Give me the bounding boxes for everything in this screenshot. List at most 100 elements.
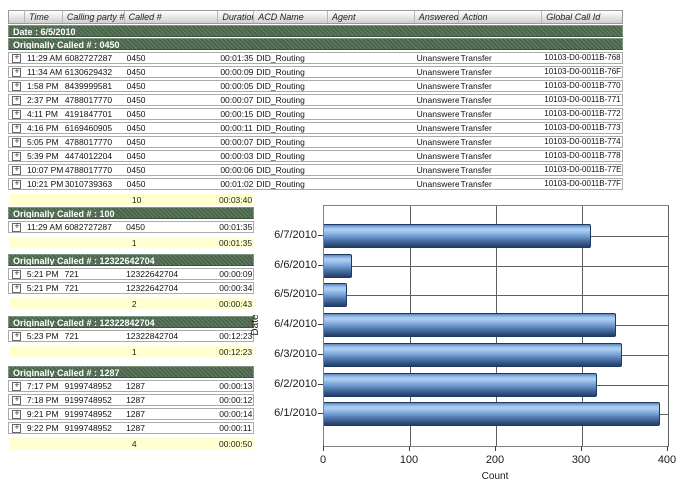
expand-row-button[interactable]: + xyxy=(12,95,22,105)
cell-answered: Unanswered xyxy=(416,67,459,77)
expand-row-button[interactable]: + xyxy=(12,409,22,419)
cell-answered: Unanswered xyxy=(416,179,459,189)
expand-row-button[interactable]: + xyxy=(12,283,22,293)
table-row: +9:22 PM 9199748952 1287 00:00:11 xyxy=(8,422,254,434)
y-tick-mark xyxy=(318,384,323,385)
summary-count: 2 xyxy=(131,298,137,309)
expand-cell: + xyxy=(9,109,25,119)
cell-calling-party-: 4788017770 xyxy=(64,95,113,105)
cell-answered: Unanswered xyxy=(416,109,459,119)
cell-calling-party-: 9199748952 xyxy=(64,381,112,391)
table-row: +5:39 PM 4474012204 0450 00:00:03 DID_Routin… xyxy=(8,150,623,162)
expand-row-button[interactable]: + xyxy=(12,67,22,77)
bar-6-1-2010 xyxy=(324,402,660,426)
group-banner: Originally Called # : 12322642704 xyxy=(8,254,254,266)
column-header-acd-name: ACD Name xyxy=(254,11,328,23)
expand-row-button[interactable]: + xyxy=(12,269,22,279)
table-row: +4:16 PM 6169460905 0450 00:00:11 DID_Routin… xyxy=(8,122,623,134)
cell-acd-name: DID_Routing xyxy=(256,151,305,161)
cell-global-call-id: 10103-D0-0011B-771 xyxy=(544,95,621,104)
expand-row-button[interactable]: + xyxy=(12,81,22,91)
expand-row-button[interactable]: + xyxy=(12,109,22,119)
cell-calling-party-: 4191847701 xyxy=(64,109,113,119)
y-tick-mark xyxy=(318,294,323,295)
summary-duration-total: 00:01:35 xyxy=(219,237,253,248)
cell-global-call-id: 10103-D0-0011B-778 xyxy=(544,151,621,160)
expand-row-button[interactable]: + xyxy=(12,123,22,133)
cell-duration: 00:00:07 xyxy=(220,137,254,147)
cell-answered: Unanswered xyxy=(416,81,459,91)
column-header-agent: Agent xyxy=(328,11,415,23)
cell-duration: 00:00:06 xyxy=(220,165,254,175)
table-row: +9:21 PM 9199748952 1287 00:00:14 xyxy=(8,408,254,420)
cell-duration: 00:00:09 xyxy=(219,269,253,279)
cell-action: Transfer xyxy=(460,81,492,91)
expand-cell: + xyxy=(9,67,25,77)
y-tick-label: 6/3/2010 xyxy=(274,348,317,360)
cell-time: 10:07 PM xyxy=(26,165,63,175)
expand-row-button[interactable]: + xyxy=(12,179,22,189)
x-axis-title: Count xyxy=(481,471,509,482)
group-summary-row: 10 00:03:40 xyxy=(8,193,254,206)
expand-row-button[interactable]: + xyxy=(12,222,22,232)
group-summary-row: 1 00:12:23 xyxy=(8,345,254,358)
y-tick-mark xyxy=(318,413,323,414)
cell-acd-name: DID_Routing xyxy=(256,165,305,175)
calls-per-day-chart: Date 6/7/2010 6/6/2010 6/5/2010 6/4/2010 6/3… xyxy=(250,195,676,485)
group-100: Originally Called # : 100 +11:29 AM 608272… xyxy=(8,206,254,249)
y-tick-label: 6/5/2010 xyxy=(274,288,317,300)
x-tick-mark xyxy=(409,446,410,451)
cell-duration: 00:00:11 xyxy=(219,423,252,433)
cell-acd-name: DID_Routing xyxy=(256,53,305,63)
gridline-vertical xyxy=(668,206,669,446)
gridline-horizontal xyxy=(324,266,668,267)
expand-cell: + xyxy=(9,283,25,293)
cell-acd-name: DID_Routing xyxy=(256,109,305,119)
expand-cell: + xyxy=(9,123,25,133)
cell-time: 7:18 PM xyxy=(26,395,59,405)
column-header-calling-party-: Calling party # xyxy=(63,11,125,23)
cell-calling-party-: 8439999581 xyxy=(64,81,113,91)
cell-acd-name: DID_Routing xyxy=(256,67,305,77)
table-row: +10:07 PM 4788017770 0450 00:00:06 DID_Routi… xyxy=(8,164,623,176)
expand-cell: + xyxy=(9,381,25,391)
cell-calling-party-: 6082727287 xyxy=(64,222,112,232)
cell-acd-name: DID_Routing xyxy=(256,137,305,147)
cell-duration: 00:12:23 xyxy=(219,331,253,341)
expand-cell: + xyxy=(9,395,25,405)
cell-time: 11:29 AM xyxy=(26,222,63,232)
expand-cell: + xyxy=(9,222,25,232)
expand-row-button[interactable]: + xyxy=(12,331,22,341)
cell-acd-name: DID_Routing xyxy=(256,123,305,133)
group-12322642704: Originally Called # : 12322642704 +5:21 P… xyxy=(8,253,254,310)
y-tick-label: 6/2/2010 xyxy=(274,378,317,390)
cell-acd-name: DID_Routing xyxy=(256,179,305,189)
expand-row-button[interactable]: + xyxy=(12,395,22,405)
expand-row-button[interactable]: + xyxy=(12,151,22,161)
table-row: +7:17 PM 9199748952 1287 00:00:13 xyxy=(8,380,254,392)
cell-duration: 00:00:13 xyxy=(219,381,253,391)
cell-time: 5:39 PM xyxy=(26,151,59,161)
gridline-horizontal xyxy=(324,295,668,296)
expand-row-button[interactable]: + xyxy=(12,53,22,63)
cell-time: 5:05 PM xyxy=(26,137,59,147)
cell-global-call-id: 10103-D0-0011B-772 xyxy=(544,109,621,118)
cell-calling-party-: 4788017770 xyxy=(64,165,113,175)
expand-row-button[interactable]: + xyxy=(12,165,22,175)
expand-row-button[interactable]: + xyxy=(12,423,22,433)
cell-global-call-id: 10103-D0-0011B-770 xyxy=(544,81,621,90)
expand-row-button[interactable]: + xyxy=(12,137,22,147)
cell-called-: 0450 xyxy=(126,53,146,63)
cell-global-call-id: 10103-D0-0011B-77E xyxy=(544,165,622,174)
cell-action: Transfer xyxy=(460,109,492,119)
y-tick-label: 6/7/2010 xyxy=(274,229,317,241)
cell-global-call-id: 10103-D0-0011B-773 xyxy=(544,123,621,132)
expand-row-button[interactable]: + xyxy=(12,381,22,391)
group-banner: Originally Called # : 12322842704 xyxy=(8,316,254,328)
cell-called-: 0450 xyxy=(126,137,146,147)
bar-6-7-2010 xyxy=(324,224,591,248)
cell-called-: 12322642704 xyxy=(126,269,179,279)
chart-plot-area xyxy=(323,205,669,447)
cell-action: Transfer xyxy=(460,67,492,77)
